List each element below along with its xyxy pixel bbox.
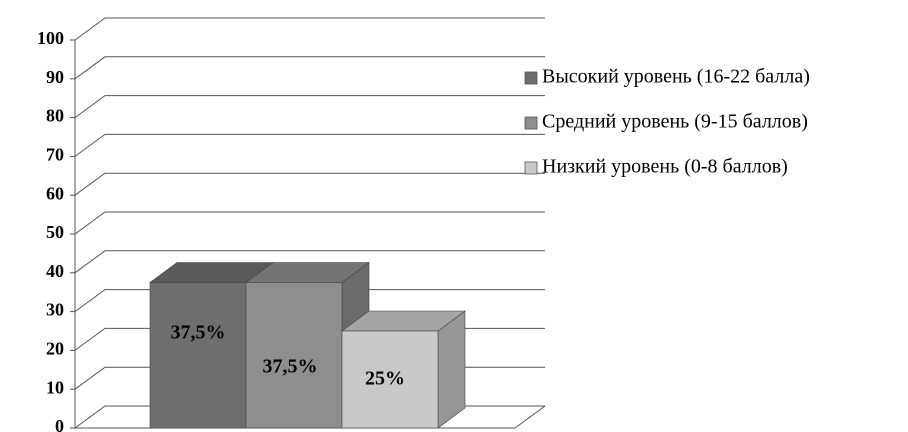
grid-line (74, 289, 545, 313)
bar (245, 282, 343, 429)
legend-label: Высокий уровень (16-22 балла) (542, 66, 810, 88)
legend-swatch (524, 161, 538, 175)
y-tick-label: 90 (46, 67, 64, 87)
legend-label: Средний уровень (9-15 баллов) (542, 111, 808, 133)
bar (149, 282, 247, 429)
bar-side (437, 310, 466, 429)
value-label: 37,5% (171, 322, 226, 344)
y-tick-label: 40 (46, 261, 64, 281)
y-tick-label: 60 (46, 183, 64, 203)
y-tick-label: 70 (46, 145, 64, 165)
grid-line (74, 56, 545, 80)
bar (341, 330, 439, 429)
grid-line (74, 133, 545, 157)
floor-right (514, 405, 546, 429)
y-tick-label: 10 (46, 377, 64, 397)
legend-swatch (524, 71, 538, 85)
grid-line (74, 211, 545, 235)
value-label: 25% (365, 368, 405, 390)
y-tick-label: 80 (46, 106, 64, 126)
y-tick-label: 50 (46, 222, 64, 242)
grid-line (74, 17, 545, 41)
y-tick-label: 0 (55, 416, 64, 432)
grid-line (74, 172, 545, 196)
legend-swatch (524, 116, 538, 130)
y-tick-label: 20 (46, 339, 64, 359)
grid-line (74, 250, 545, 274)
y-tick-label: 30 (46, 300, 64, 320)
value-label: 37,5% (263, 356, 318, 378)
legend-label: Низкий уровень (0-8 баллов) (542, 156, 788, 178)
grid-line (74, 95, 545, 119)
y-tick-label: 100 (37, 28, 64, 48)
